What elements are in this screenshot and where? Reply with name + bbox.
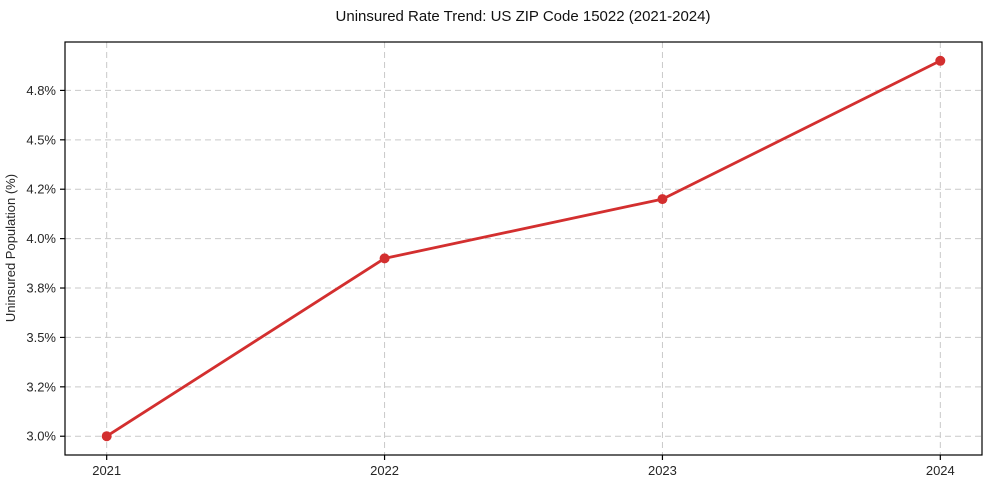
y-axis-label: Uninsured Population (%) — [3, 174, 18, 322]
axis-ticks: 3.0% 3.2% 3.5% 3.8% 4.0% 4.2% 4.5% 4.8% 2021 2022… — [26, 83, 954, 478]
x-tick-label: 2021 — [92, 463, 121, 478]
y-tick-label: 4.5% — [26, 132, 56, 147]
plot-border — [64, 41, 983, 456]
y-tick-label: 3.8% — [26, 281, 56, 296]
data-point — [101, 431, 112, 442]
x-tick-label: 2024 — [926, 463, 955, 478]
y-tick-label: 4.8% — [26, 83, 56, 98]
data-point — [379, 253, 390, 264]
x-tick-label: 2023 — [648, 463, 677, 478]
x-tick-label: 2022 — [370, 463, 399, 478]
gridlines — [65, 42, 982, 455]
chart-title: Uninsured Rate Trend: US ZIP Code 15022 … — [336, 8, 711, 25]
y-tick-label: 4.0% — [26, 231, 56, 246]
data-point — [657, 194, 668, 205]
data-point — [935, 55, 946, 66]
trend-line — [105, 59, 942, 438]
y-tick-label: 3.0% — [26, 429, 56, 444]
data-series — [101, 55, 946, 442]
y-tick-label: 4.2% — [26, 182, 56, 197]
y-tick-label: 3.2% — [26, 379, 56, 394]
y-tick-label: 3.5% — [26, 330, 56, 345]
